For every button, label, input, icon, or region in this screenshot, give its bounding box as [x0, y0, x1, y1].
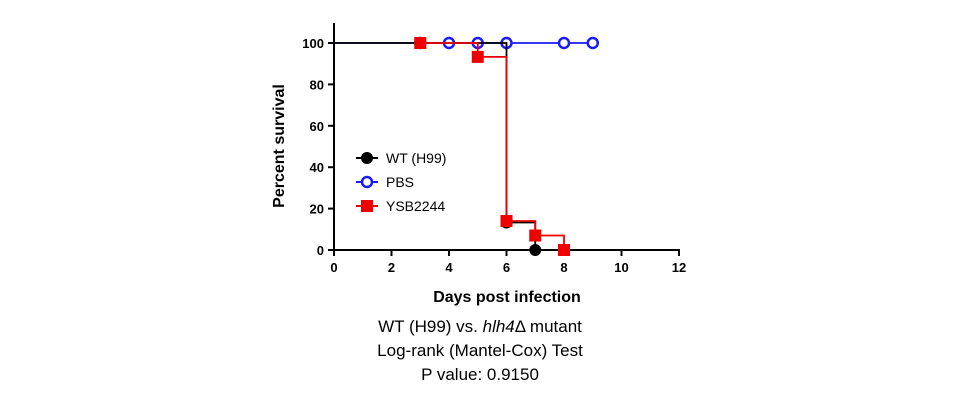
caption-line-3: P value: 0.9150 — [421, 365, 539, 384]
caption-line-1: WT (H99) vs. hlh4Δ mutant — [0, 316, 960, 338]
legend-label: PBS — [386, 174, 414, 190]
x-tick-label: 0 — [330, 260, 337, 275]
series-layer — [334, 36, 599, 256]
series-ysb2244 — [414, 37, 570, 256]
y-axis-title: Percent survival — [271, 84, 288, 208]
x-tick-label: 12 — [672, 260, 686, 275]
x-tick-label: 8 — [560, 260, 567, 275]
y-tick-label: 0 — [317, 243, 324, 258]
y-tick-label: 80 — [310, 77, 324, 92]
y-tick-label: 100 — [302, 36, 324, 51]
x-tick-label: 6 — [503, 260, 510, 275]
data-point — [529, 229, 542, 242]
caption-line-2: Log-rank (Mantel-Cox) Test — [377, 341, 583, 360]
axes: 0 2 4 6 8 10 12 0 20 40 60 80 100 — [302, 23, 686, 275]
legend-label: YSB2244 — [386, 198, 445, 214]
data-point — [471, 50, 484, 63]
series-line — [420, 42, 565, 250]
caption-gene-name: hlh4 — [482, 317, 515, 336]
legend-marker — [360, 175, 374, 189]
legend-item: PBS — [356, 174, 414, 190]
x-tick-label: 10 — [614, 260, 628, 275]
x-tick-label: 4 — [445, 260, 453, 275]
caption-comparison-suffix: Δ mutant — [514, 317, 582, 336]
data-point — [414, 37, 427, 49]
data-point — [558, 244, 570, 256]
data-point — [586, 36, 599, 50]
y-tick-label: 60 — [310, 119, 324, 134]
legend-marker — [361, 152, 373, 164]
caption-comparison-prefix: WT (H99) vs. — [378, 317, 483, 336]
data-point — [529, 244, 542, 256]
y-tick-label: 20 — [310, 202, 324, 217]
x-tick-label: 2 — [388, 260, 395, 275]
legend-marker — [361, 200, 373, 212]
legend-item: YSB2244 — [356, 198, 445, 214]
data-point — [500, 215, 513, 228]
y-tick-label: 40 — [310, 160, 324, 175]
legend-item: WT (H99) — [356, 150, 446, 166]
legend: WT (H99) PBS YSB2244 — [356, 150, 446, 214]
x-axis-title: Days post infection — [433, 289, 581, 306]
legend-label: WT (H99) — [386, 150, 446, 166]
data-point — [557, 36, 571, 50]
